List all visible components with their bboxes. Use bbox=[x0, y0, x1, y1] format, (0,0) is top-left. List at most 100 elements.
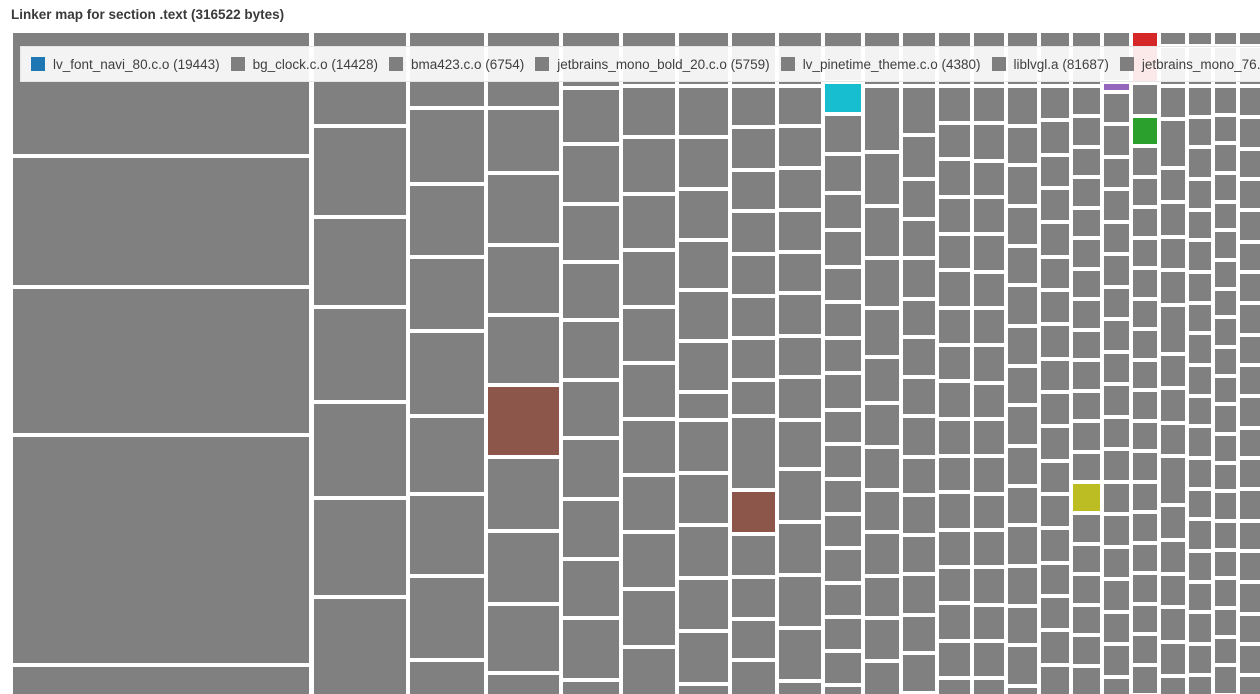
treemap-cell[interactable] bbox=[1041, 88, 1069, 118]
treemap-cell[interactable] bbox=[825, 481, 861, 512]
treemap-cell[interactable] bbox=[1215, 204, 1236, 228]
treemap-cell[interactable] bbox=[1161, 272, 1185, 303]
treemap-cell[interactable] bbox=[679, 394, 728, 418]
treemap-cell[interactable] bbox=[1161, 307, 1185, 352]
treemap-cell[interactable] bbox=[825, 375, 861, 408]
treemap-cell[interactable] bbox=[865, 260, 899, 306]
treemap-cell[interactable] bbox=[1041, 598, 1069, 628]
treemap-cell[interactable] bbox=[732, 88, 775, 125]
treemap-cell[interactable] bbox=[13, 289, 309, 433]
treemap-cell[interactable] bbox=[1161, 507, 1185, 538]
treemap-cell[interactable] bbox=[1073, 149, 1100, 175]
treemap-cell[interactable] bbox=[563, 561, 619, 616]
treemap-cell[interactable] bbox=[865, 88, 899, 150]
treemap-cell[interactable] bbox=[13, 158, 309, 285]
treemap-cell[interactable] bbox=[1041, 122, 1069, 153]
treemap-cell[interactable] bbox=[1240, 646, 1260, 673]
treemap-cell[interactable] bbox=[732, 579, 775, 617]
treemap-cell[interactable] bbox=[1104, 386, 1129, 415]
treemap-cell[interactable] bbox=[865, 359, 899, 401]
treemap-cell[interactable] bbox=[903, 88, 935, 133]
treemap-cell[interactable] bbox=[1041, 326, 1069, 357]
treemap-cell[interactable] bbox=[1104, 419, 1129, 447]
treemap-cell[interactable] bbox=[1133, 514, 1157, 541]
treemap-cell[interactable] bbox=[779, 295, 821, 334]
treemap-cell[interactable] bbox=[1104, 126, 1129, 155]
treemap-cell[interactable] bbox=[563, 90, 619, 142]
treemap-cell[interactable] bbox=[1215, 291, 1236, 315]
treemap-cell[interactable] bbox=[1104, 516, 1129, 545]
treemap-cell[interactable] bbox=[974, 88, 1004, 121]
treemap-cell[interactable] bbox=[1104, 679, 1129, 694]
treemap-cell[interactable] bbox=[1161, 239, 1185, 268]
treemap-cell[interactable] bbox=[939, 680, 970, 694]
treemap-cell[interactable] bbox=[779, 524, 821, 573]
treemap-cell[interactable] bbox=[1189, 460, 1211, 487]
treemap-cell[interactable] bbox=[679, 88, 728, 135]
treemap-cell[interactable] bbox=[939, 347, 970, 379]
treemap-cell[interactable] bbox=[903, 301, 935, 335]
treemap-cell[interactable] bbox=[1073, 179, 1100, 206]
treemap-cell[interactable] bbox=[903, 181, 935, 217]
treemap-cell[interactable] bbox=[1133, 209, 1157, 236]
treemap-cell[interactable] bbox=[1133, 270, 1157, 297]
treemap-cell[interactable] bbox=[974, 496, 1004, 528]
treemap-cell[interactable] bbox=[1008, 208, 1037, 244]
treemap-cell[interactable] bbox=[1189, 584, 1211, 610]
treemap-cell[interactable] bbox=[1161, 576, 1185, 605]
treemap-cell[interactable] bbox=[1189, 149, 1211, 177]
treemap-cell[interactable] bbox=[488, 459, 559, 529]
treemap-cell[interactable] bbox=[1133, 453, 1157, 480]
treemap-cell[interactable] bbox=[1041, 667, 1069, 694]
treemap-cell[interactable] bbox=[825, 516, 861, 546]
treemap-cell[interactable] bbox=[974, 347, 1004, 381]
treemap-cell[interactable] bbox=[974, 199, 1004, 232]
treemap-cell[interactable] bbox=[314, 500, 406, 595]
treemap-cell[interactable] bbox=[939, 421, 970, 454]
treemap-cell[interactable] bbox=[1041, 463, 1069, 492]
treemap-cell[interactable] bbox=[314, 599, 406, 694]
treemap-cell[interactable] bbox=[1133, 636, 1157, 663]
treemap-cell[interactable] bbox=[1073, 454, 1100, 480]
treemap-cell[interactable] bbox=[679, 633, 728, 682]
treemap-cell[interactable] bbox=[825, 585, 861, 615]
treemap-cell[interactable] bbox=[1240, 584, 1260, 612]
treemap-cell[interactable] bbox=[1104, 94, 1129, 122]
treemap-cell[interactable] bbox=[1133, 545, 1157, 571]
treemap-cell[interactable] bbox=[1189, 677, 1211, 694]
treemap-cell[interactable] bbox=[1104, 289, 1129, 317]
treemap-cell[interactable] bbox=[825, 232, 861, 265]
treemap-cell[interactable] bbox=[779, 212, 821, 250]
treemap-cell[interactable] bbox=[1240, 88, 1260, 115]
treemap-cell[interactable] bbox=[974, 607, 1004, 639]
treemap-cell[interactable] bbox=[679, 242, 728, 288]
treemap-cell[interactable] bbox=[488, 675, 559, 694]
treemap-cell[interactable] bbox=[939, 272, 970, 306]
treemap-cell[interactable] bbox=[825, 195, 861, 228]
treemap-cell[interactable] bbox=[825, 550, 861, 581]
treemap-cell[interactable] bbox=[1041, 292, 1069, 322]
treemap-cell[interactable] bbox=[1215, 406, 1236, 432]
treemap-cell[interactable] bbox=[939, 643, 970, 676]
treemap-cell[interactable] bbox=[1041, 190, 1069, 220]
treemap-cell[interactable] bbox=[1008, 688, 1037, 694]
treemap-cell[interactable] bbox=[939, 605, 970, 639]
treemap-cell[interactable] bbox=[679, 475, 728, 523]
treemap-cell[interactable] bbox=[1104, 191, 1129, 220]
treemap-cell[interactable] bbox=[974, 163, 1004, 195]
treemap-cell[interactable] bbox=[1189, 335, 1211, 363]
treemap-cell[interactable] bbox=[903, 418, 935, 455]
treemap-cell[interactable] bbox=[1104, 451, 1129, 480]
treemap-cell[interactable] bbox=[1161, 678, 1185, 694]
treemap-cell[interactable] bbox=[679, 343, 728, 390]
treemap-cell[interactable] bbox=[1215, 145, 1236, 171]
treemap-cell[interactable] bbox=[1189, 491, 1211, 517]
treemap-cell[interactable] bbox=[623, 649, 675, 694]
treemap-cell[interactable] bbox=[1008, 407, 1037, 444]
treemap-cell[interactable] bbox=[623, 591, 675, 645]
treemap-cell[interactable] bbox=[1215, 262, 1236, 287]
treemap-cell[interactable] bbox=[1008, 448, 1037, 484]
treemap-cell[interactable] bbox=[488, 110, 559, 171]
treemap-cell[interactable] bbox=[779, 422, 821, 467]
treemap-cell[interactable] bbox=[410, 578, 484, 658]
